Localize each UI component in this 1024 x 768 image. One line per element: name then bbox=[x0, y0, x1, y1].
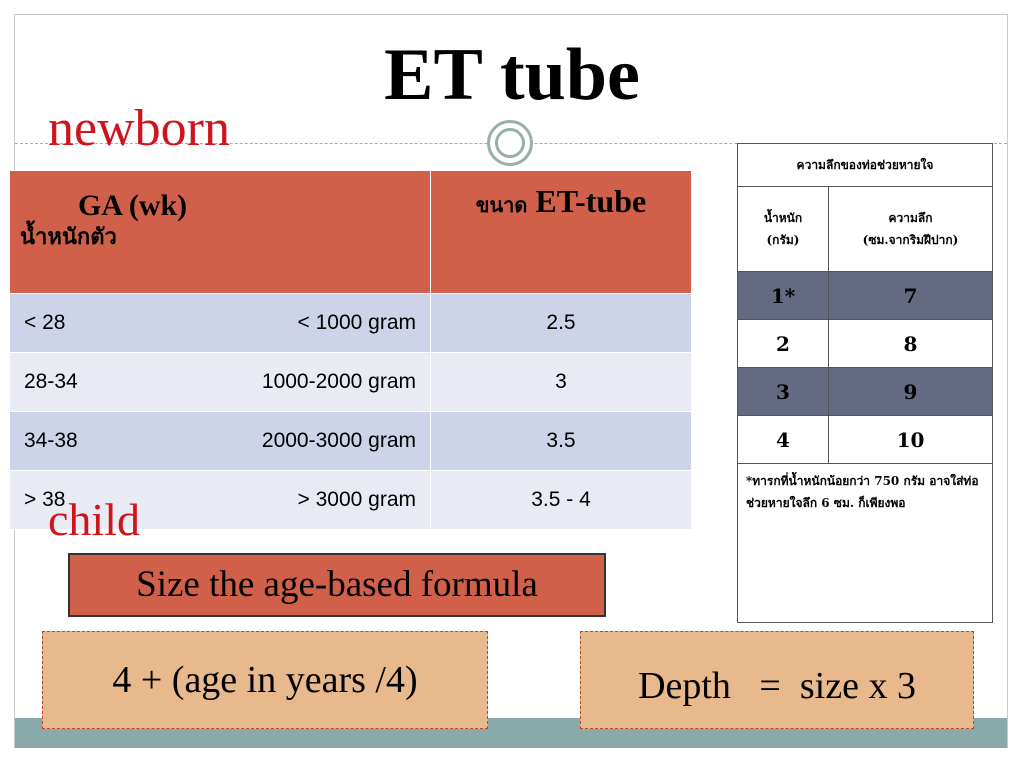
weight-value: 2 bbox=[737, 319, 829, 368]
size-value: 2.5 bbox=[430, 293, 692, 353]
depth-formula: Depth = size x 3 bbox=[580, 631, 974, 729]
table-row: 4 10 bbox=[737, 415, 993, 464]
ga-weight-cell: < 28 < 1000 gram bbox=[9, 293, 431, 353]
weight-header-label: น้ำหนักตัว bbox=[20, 224, 117, 249]
size-value: 3.5 bbox=[430, 411, 692, 471]
weight-column-label: น้ำหนัก bbox=[763, 211, 803, 225]
depth-column-label: ความลึก bbox=[888, 211, 933, 225]
weight-value: < 1000 gram bbox=[297, 311, 417, 334]
table-row: 1* 7 bbox=[737, 271, 993, 320]
et-depth-table: ความลึกของท่อช่วยหายใจ น้ำหนัก (กรัม) ควา… bbox=[737, 143, 993, 623]
age-formula: 4 + (age in years /4) bbox=[42, 631, 488, 729]
depth-table-title: ความลึกของท่อช่วยหายใจ bbox=[737, 143, 993, 187]
weight-value: > 3000 gram bbox=[297, 488, 417, 511]
weight-value: 4 bbox=[737, 415, 829, 464]
ga-value: 34-38 bbox=[24, 429, 78, 452]
weight-value: 1* bbox=[737, 271, 829, 320]
table-header-row: GA (wk) น้ำหนักตัว ขนาด ET-tube bbox=[9, 170, 692, 294]
size-value: 3 bbox=[430, 352, 692, 412]
table-row: 2 8 bbox=[737, 319, 993, 368]
size-value: 3.5 - 4 bbox=[430, 470, 692, 530]
ga-weight-cell: > 38 > 3000 gram bbox=[9, 470, 431, 530]
depth-value: 8 bbox=[828, 319, 993, 368]
decorative-circle-icon bbox=[487, 120, 533, 166]
table-row: 28-34 1000-2000 gram 3 bbox=[9, 352, 692, 412]
slide-title: ET tube bbox=[384, 34, 640, 116]
ga-header-label: GA (wk) bbox=[78, 189, 188, 222]
weight-value: 3 bbox=[737, 367, 829, 416]
child-label: child bbox=[48, 494, 140, 545]
table-row: 3 9 bbox=[737, 367, 993, 416]
depth-table-header-row: น้ำหนัก (กรัม) ความลึก (ซม.จากริมฝีปาก) bbox=[737, 186, 993, 272]
table-row: 34-38 2000-3000 gram 3.5 bbox=[9, 411, 692, 471]
table-row: > 38 > 3000 gram 3.5 - 4 bbox=[9, 470, 692, 530]
newborn-et-tube-table: GA (wk) น้ำหนักตัว ขนาด ET-tube < 28 < 10… bbox=[9, 170, 692, 530]
depth-note-row: *ทารกที่น้ำหนักน้อยกว่า 750 กรัม อาจใส่ท… bbox=[737, 463, 993, 623]
size-thai-label: ขนาด bbox=[475, 195, 528, 217]
depth-value: 10 bbox=[828, 415, 993, 464]
ga-value: < 28 bbox=[24, 311, 66, 334]
size-formula-label: Size the age-based formula bbox=[68, 553, 606, 617]
newborn-label: newborn bbox=[48, 100, 230, 157]
table-row: < 28 < 1000 gram 2.5 bbox=[9, 293, 692, 353]
depth-table-title-row: ความลึกของท่อช่วยหายใจ bbox=[737, 143, 993, 187]
size-header-label: ET-tube bbox=[535, 183, 647, 219]
ga-weight-cell: 34-38 2000-3000 gram bbox=[9, 411, 431, 471]
depth-value: 9 bbox=[828, 367, 993, 416]
weight-value: 2000-3000 gram bbox=[261, 429, 416, 452]
weight-value: 1000-2000 gram bbox=[261, 370, 416, 393]
ga-value: 28-34 bbox=[24, 370, 78, 393]
weight-column-header: น้ำหนัก (กรัม) bbox=[737, 186, 829, 272]
depth-column-unit: (ซม.จากริมฝีปาก) bbox=[862, 233, 959, 247]
ga-weight-cell: 28-34 1000-2000 gram bbox=[9, 352, 431, 412]
weight-column-unit: (กรัม) bbox=[766, 233, 800, 247]
ga-value: > 38 bbox=[24, 488, 66, 511]
ga-weight-header: GA (wk) น้ำหนักตัว bbox=[9, 170, 431, 294]
depth-note: *ทารกที่น้ำหนักน้อยกว่า 750 กรัม อาจใส่ท… bbox=[737, 463, 993, 623]
depth-column-header: ความลึก (ซม.จากริมฝีปาก) bbox=[828, 186, 993, 272]
size-header: ขนาด ET-tube bbox=[430, 170, 692, 294]
depth-value: 7 bbox=[828, 271, 993, 320]
